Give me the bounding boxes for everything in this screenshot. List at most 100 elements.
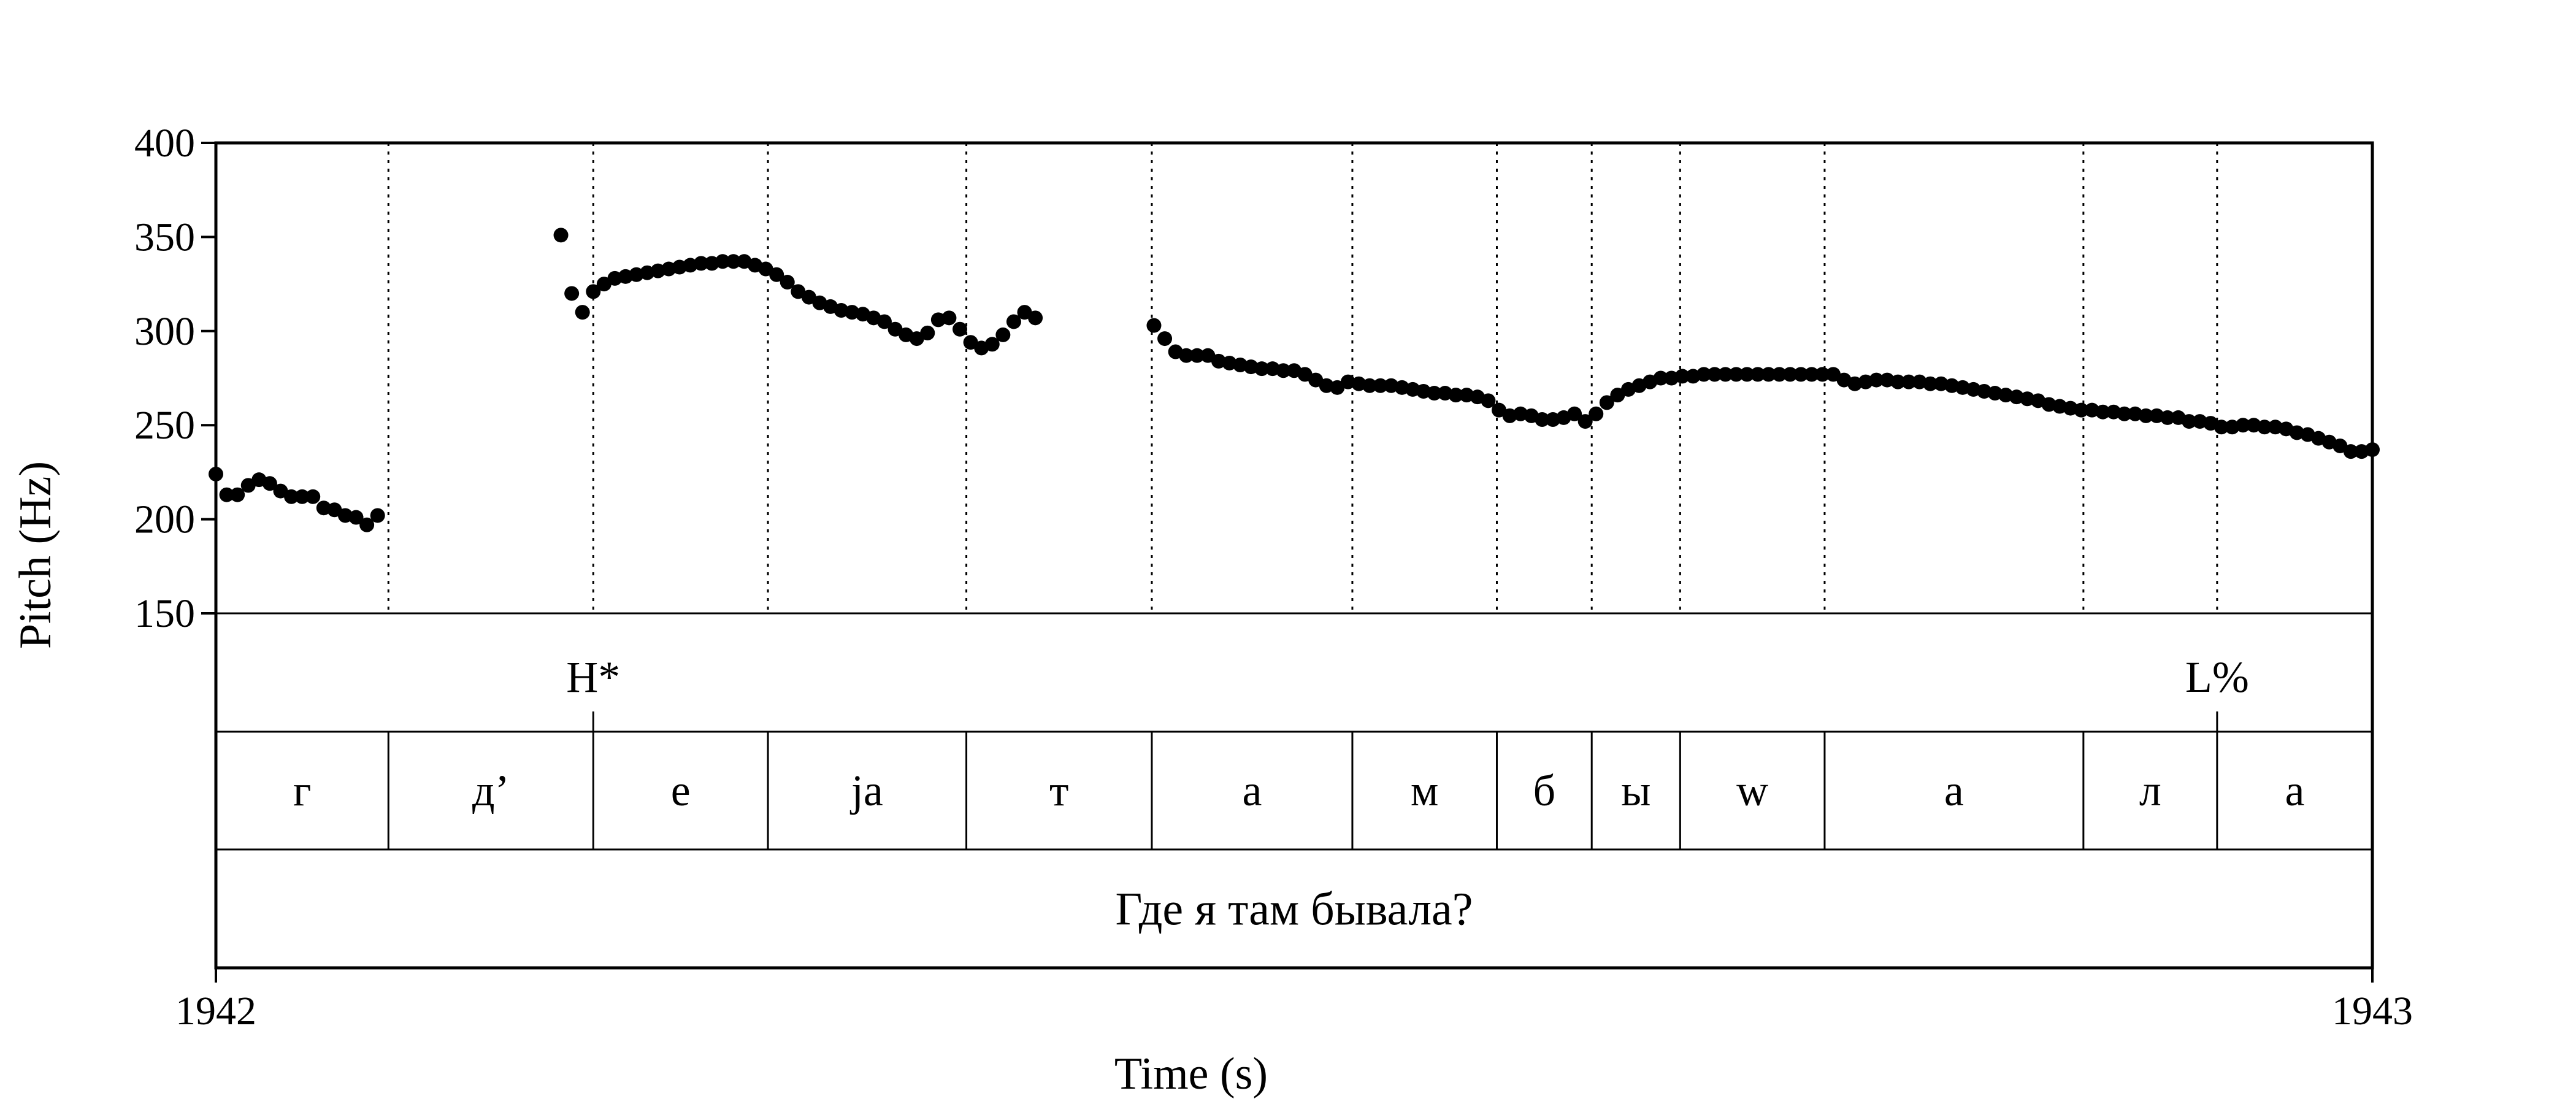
pitch-point [995,327,1011,342]
pitch-point [941,310,957,326]
pitch-point [1146,318,1162,333]
pitch-point [1017,305,1032,320]
pitch-point [2117,406,2132,421]
pitch-point [758,261,773,277]
segment-label: w [1736,766,1768,815]
pitch-point [1599,395,1614,410]
pitch-point [1427,386,1442,401]
y-tick-label: 250 [134,403,195,448]
pitch-point [1373,378,1388,393]
pitch-point [1362,378,1378,393]
y-tick-label: 350 [134,215,195,259]
y-tick-label: 200 [134,497,195,542]
pitch-point [715,254,730,269]
pitch-point [240,478,256,493]
sentence-label: Где я там бывала? [1116,884,1473,935]
y-tick-label: 300 [134,309,195,354]
pitch-point [1157,331,1173,347]
pitch-point [1674,369,1690,384]
pitch-points [209,228,2380,532]
pitch-point [1179,348,1194,363]
pitch-point [230,487,245,502]
tone-label: L% [2185,653,2249,702]
pitch-point [1276,363,1291,378]
chart-frames [214,141,2374,970]
pitch-point [694,256,709,271]
y-axis-title: Pitch (Hz) [10,461,61,649]
segment-label: ja [849,766,883,815]
pitch-point [1189,348,1205,363]
segment-label: л [2139,766,2161,815]
segment-label: ы [1621,766,1650,815]
pitch-point [1297,367,1313,382]
pitch-point [1200,348,1216,363]
pitch-point [1772,367,1787,382]
pitch-point [553,228,569,243]
pitch-point [1535,412,1550,427]
pitch-point [1750,367,1765,382]
plot-frame [214,141,2374,970]
pitch-point [564,286,580,301]
pitch-point [327,502,342,518]
segment-label: а [2285,766,2304,815]
pitch-point [2214,420,2229,435]
tone-label: H* [566,653,620,702]
pitch-point [1739,367,1755,382]
pitch-point [370,508,385,523]
y-axis: 150 200 250 300 350 400 [134,121,216,636]
pitch-point [1707,367,1722,382]
pitch-point [284,489,299,504]
segment-boundaries [387,143,2218,849]
pitch-point [586,284,601,299]
y-tick-label: 400 [134,121,195,166]
pitch-point [1481,393,1496,408]
pitch-point [359,517,375,532]
pitch-point [1610,388,1625,403]
pitch-point [1567,406,1582,421]
pitch-point [1589,406,1604,421]
x-tick-label: 1942 [175,989,256,1033]
pitch-point [1330,380,1345,395]
pitch-point [219,487,234,502]
pitch-point [2257,420,2272,435]
pitch-point [801,289,816,305]
pitch-point [1728,367,1744,382]
pitch-point [1696,367,1712,382]
segment-label: а [1242,766,1262,815]
segment-label: т [1049,766,1068,815]
x-axis: 1942 1943 [175,968,2413,1033]
pitch-point [1804,367,1819,382]
pitch-point [1492,402,1507,418]
pitch-point [1577,414,1593,429]
pitch-point [2333,438,2348,453]
pitch-point [780,275,795,290]
pitch-point [984,337,1000,352]
pitch-point [2074,402,2089,418]
pitch-point [1718,367,1733,382]
pitch-point [305,489,321,504]
pitch-point [294,489,310,504]
y-tick-label: 150 [134,591,195,636]
pitch-point [769,267,784,282]
pitch-point [1826,367,1841,382]
pitch-point [1815,367,1830,382]
pitch-point [953,321,968,337]
pitch-point [1901,374,1917,389]
pitch-point [1254,361,1270,377]
pitch-point [348,510,364,525]
pitch-point [876,314,892,329]
segment-label: б [1533,766,1556,815]
pitch-point [1761,367,1776,382]
annotation-tiers: H* L% г д’ е ja т а м б ы w а л а Где я там бывала? [293,653,2305,935]
pitch-point [1923,376,1938,391]
pitch-point [596,277,611,292]
pitch-point [1308,372,1324,388]
pitch-point [2343,444,2358,459]
pitch-point [1006,314,1021,329]
pitch-point [726,254,741,269]
pitch-point [887,321,903,337]
pitch-point [1028,310,1043,326]
pitch-point [2138,408,2153,423]
pitch-point [791,284,806,299]
